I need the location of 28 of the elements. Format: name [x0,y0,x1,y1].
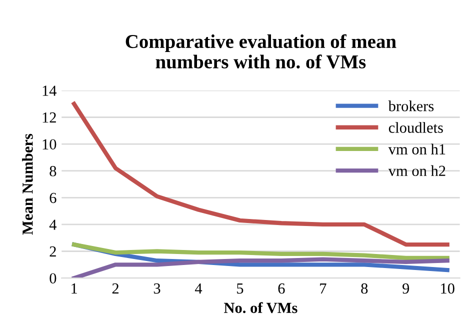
x-tick-label: 6 [278,283,285,294]
chart-title: Comparative evaluation of mean numbers with no. of VMs [126,34,396,69]
x-tick-label: 8 [361,283,368,294]
y-tick-label: 0 [50,273,56,284]
line-series [72,242,450,260]
x-tick-label: 7 [320,284,326,294]
line-series [72,257,450,278]
x-tick-label: 9 [402,283,410,294]
y-tick-label: 10 [42,139,56,150]
y-tick-label: 2 [50,246,56,257]
x-axis-title: No. of VMs [224,302,298,314]
legend-label: vm on h1 [388,144,446,154]
x-tick-label: 10 [441,283,454,294]
x-tick-label: 4 [194,283,202,294]
legend-label: vm on h2 [388,165,446,176]
y-tick-label: 14 [42,86,57,96]
y-tick-label: 4 [49,220,57,230]
x-tick-label: 3 [154,283,160,294]
legend-label: cloudlets [388,122,443,133]
y-tick-label: 12 [42,112,56,123]
y-tick-label: 6 [50,192,56,204]
y-axis-title: Mean Numbers [22,134,33,235]
legend-label: brokers [388,100,434,112]
line-series [72,102,450,247]
x-tick-label: 2 [112,283,119,294]
x-tick-label: 1 [72,283,77,294]
x-tick-label: 5 [237,284,244,294]
y-tick-label: 8 [50,166,56,176]
